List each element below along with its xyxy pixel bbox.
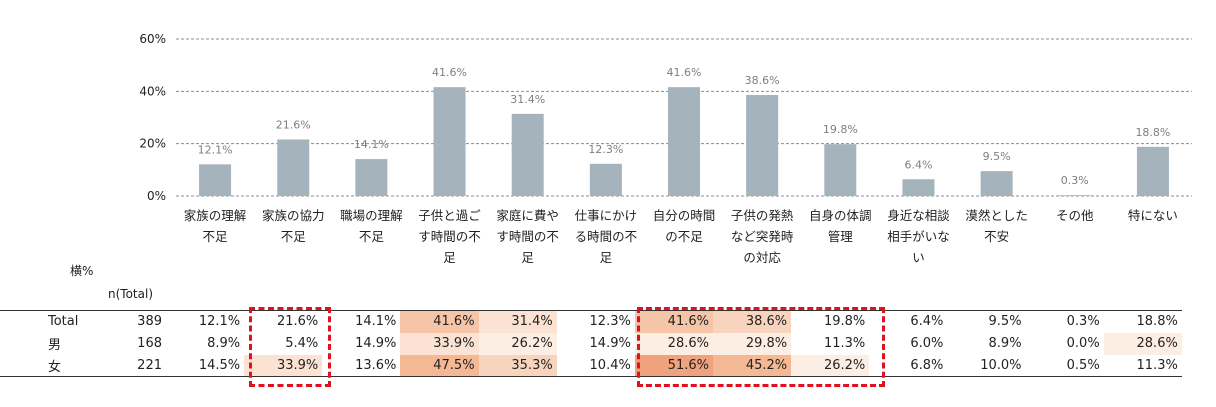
bar-value-label: 6.4% bbox=[904, 158, 932, 171]
table-cell: 35.3% bbox=[478, 354, 557, 377]
table-cell: 31.4% bbox=[478, 310, 557, 333]
category-label: 家族の理解 不足 bbox=[183, 208, 247, 244]
table-cell: 51.6% bbox=[634, 354, 713, 377]
bar-value-label: 9.5% bbox=[983, 150, 1011, 163]
table-cell: 28.6% bbox=[1103, 332, 1182, 355]
table-cell: 19.8% bbox=[791, 310, 870, 333]
category-label: 家族の協力 不足 bbox=[261, 208, 325, 244]
bar-value-label: 38.6% bbox=[745, 74, 780, 87]
table-cell: 21.6% bbox=[244, 310, 323, 333]
table-cell: 8.9% bbox=[207, 336, 241, 351]
table-cell: 14.5% bbox=[166, 354, 245, 377]
y-tick-label: 60% bbox=[139, 32, 166, 46]
table-row: 女 221 14.5% 33.9% 13.6% 47.5% 35.3% 10.4% 51.6% 4… bbox=[0, 354, 1182, 377]
table-cell: 6.8% bbox=[869, 354, 948, 377]
table-cell: 10.0% bbox=[947, 354, 1026, 377]
table-cell: 26.2% bbox=[478, 332, 557, 355]
bar-value-label: 0.3% bbox=[1061, 174, 1089, 187]
table-cell: 10.4% bbox=[556, 354, 635, 377]
category-label: 子供の発熱 など突発時 の対応 bbox=[730, 208, 794, 265]
table-cell: 14.1% bbox=[322, 310, 401, 333]
table-cell: 14.9% bbox=[355, 336, 397, 351]
bar bbox=[433, 87, 466, 196]
bar bbox=[511, 113, 544, 196]
table-row: 男 168 8.9% 5.4% 14.9% 33.9% 26.2% 14.9% 28.6% 29.… bbox=[0, 332, 1182, 355]
table-cell: 41.6% bbox=[400, 310, 479, 333]
row-header-label: 横% bbox=[70, 264, 94, 278]
bar bbox=[277, 139, 310, 196]
table-cell: 14.9% bbox=[589, 336, 631, 351]
table-cell: 6.4% bbox=[869, 310, 948, 333]
table-cell: 33.9% bbox=[400, 332, 479, 355]
bar bbox=[746, 94, 779, 196]
category-label: 自身の体調 管理 bbox=[809, 208, 872, 244]
category-label: 子供と過ご す時間の不 足 bbox=[418, 208, 481, 265]
bar-value-label: 41.6% bbox=[667, 66, 702, 79]
table-cell: 41.6% bbox=[634, 310, 713, 333]
category-label: 家庭に費や す時間の不 足 bbox=[496, 208, 559, 265]
table-cell: 38.6% bbox=[712, 310, 792, 333]
category-label: 仕事にかけ る時間の不 足 bbox=[574, 208, 638, 265]
category-label: 自分の時間 の不足 bbox=[652, 208, 716, 244]
bar-value-label: 12.3% bbox=[588, 143, 623, 156]
table-cell: 29.8% bbox=[712, 332, 792, 355]
table-cell: 12.1% bbox=[166, 310, 245, 333]
bar-value-label: 21.6% bbox=[276, 118, 311, 131]
table-cell: 11.3% bbox=[1103, 354, 1182, 377]
category-label: 身近な相談 相手がいな い bbox=[887, 208, 950, 265]
n-column-label: n(Total) bbox=[108, 287, 153, 301]
table-cell: 9.5% bbox=[947, 310, 1026, 333]
bar bbox=[1136, 146, 1169, 196]
bar-chart: 0% 20% 40% 60% 12.1% 21.6% 14.1% 41.6% 31.4% 12.3… bbox=[139, 32, 1192, 203]
table-cell: 0.5% bbox=[1025, 354, 1104, 377]
table-row: Total 389 12.1% 21.6% 14.1% 41.6% 31.4% 12.3% 41… bbox=[0, 310, 1182, 333]
row-label: 男 bbox=[48, 338, 62, 353]
bar-value-label: 19.8% bbox=[823, 123, 858, 136]
row-label: Total bbox=[0, 310, 110, 333]
bar bbox=[902, 179, 935, 196]
table-cell: 6.0% bbox=[910, 336, 944, 351]
data-table: Total 389 12.1% 21.6% 14.1% 41.6% 31.4% 12.3% 41… bbox=[0, 310, 1182, 377]
row-n: 168 bbox=[137, 336, 162, 351]
table-cell: 8.9% bbox=[988, 336, 1022, 351]
bar bbox=[589, 163, 622, 196]
table-cell: 18.8% bbox=[1103, 310, 1182, 333]
bar bbox=[199, 164, 232, 196]
bar-value-label: 41.6% bbox=[432, 66, 467, 79]
table-cell: 0.3% bbox=[1025, 310, 1104, 333]
bar-value-label: 14.1% bbox=[354, 138, 389, 151]
table-cell: 11.3% bbox=[823, 336, 866, 351]
y-tick-label: 20% bbox=[139, 137, 166, 151]
y-tick-label: 40% bbox=[139, 84, 166, 98]
table-cell: 13.6% bbox=[322, 354, 401, 377]
category-label: 漠然とした 不安 bbox=[965, 208, 1028, 244]
category-label: 特にない bbox=[1127, 208, 1178, 223]
bar bbox=[668, 87, 700, 196]
y-tick-label: 0% bbox=[147, 189, 166, 203]
table-cell: 47.5% bbox=[400, 354, 479, 377]
row-n: 221 bbox=[110, 354, 166, 377]
table-cell: 26.2% bbox=[791, 354, 870, 377]
bar bbox=[355, 159, 388, 196]
category-label: 職場の理解 不足 bbox=[340, 208, 403, 244]
bar bbox=[980, 171, 1013, 196]
table-cell: 5.4% bbox=[285, 336, 319, 351]
bar-value-label: 31.4% bbox=[510, 93, 545, 106]
table-cell: 28.6% bbox=[634, 332, 713, 355]
table-cell: 33.9% bbox=[244, 354, 323, 377]
bar bbox=[1058, 195, 1091, 197]
table-cell: 0.0% bbox=[1066, 336, 1100, 351]
category-label: その他 bbox=[1056, 208, 1094, 223]
table-cell: 12.3% bbox=[556, 310, 635, 333]
row-label: 女 bbox=[0, 354, 110, 377]
bar-value-label: 18.8% bbox=[1135, 126, 1170, 139]
row-n: 389 bbox=[110, 310, 166, 333]
bar bbox=[824, 144, 857, 196]
bar-value-label: 12.1% bbox=[198, 143, 233, 156]
table-cell: 45.2% bbox=[712, 354, 792, 377]
